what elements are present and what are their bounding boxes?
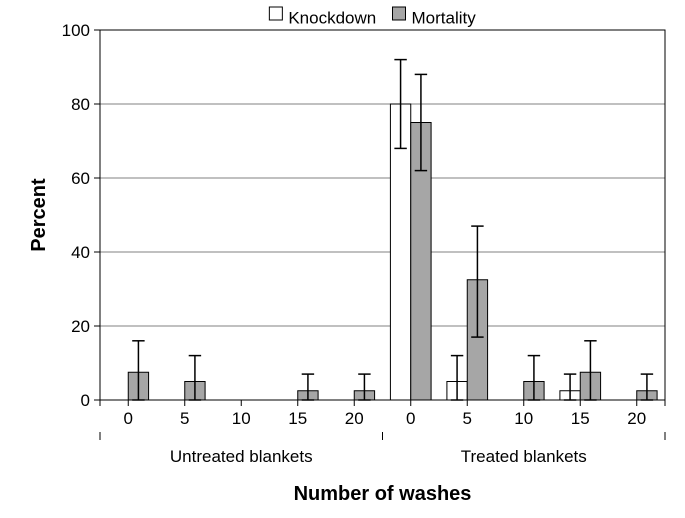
x-tick-label: 20	[627, 409, 646, 428]
x-tick-label: 5	[180, 409, 189, 428]
x-tick-label: 15	[571, 409, 590, 428]
x-tick-label: 10	[514, 409, 533, 428]
y-axis-label: Percent	[28, 178, 50, 252]
legend-swatch-knockdown	[269, 7, 282, 20]
y-tick-label: 0	[81, 391, 90, 410]
x-tick-label: 15	[288, 409, 307, 428]
x-tick-label: 0	[124, 409, 133, 428]
x-group-label: Untreated blankets	[170, 447, 313, 466]
x-axis-label: Number of washes	[294, 483, 472, 505]
y-tick-label: 80	[71, 95, 90, 114]
y-tick-label: 60	[71, 169, 90, 188]
x-tick-label: 20	[345, 409, 364, 428]
x-tick-label: 5	[463, 409, 472, 428]
y-tick-label: 20	[71, 317, 90, 336]
x-tick-label: 0	[406, 409, 415, 428]
bar-chart: 0 20 40 60 80 100 Percent 0 5 10 15 20 0 5 10 15 20 Untre…	[0, 0, 685, 518]
legend-label-mortality: Mortality	[412, 8, 477, 27]
legend-swatch-mortality	[393, 7, 406, 20]
y-tick-label: 100	[62, 21, 90, 40]
y-tick-label: 40	[71, 243, 90, 262]
chart-container: 0 20 40 60 80 100 Percent 0 5 10 15 20 0 5 10 15 20 Untre…	[0, 0, 685, 518]
x-group-label: Treated blankets	[461, 447, 587, 466]
legend-label-knockdown: Knockdown	[288, 8, 376, 27]
x-tick-label: 10	[232, 409, 251, 428]
